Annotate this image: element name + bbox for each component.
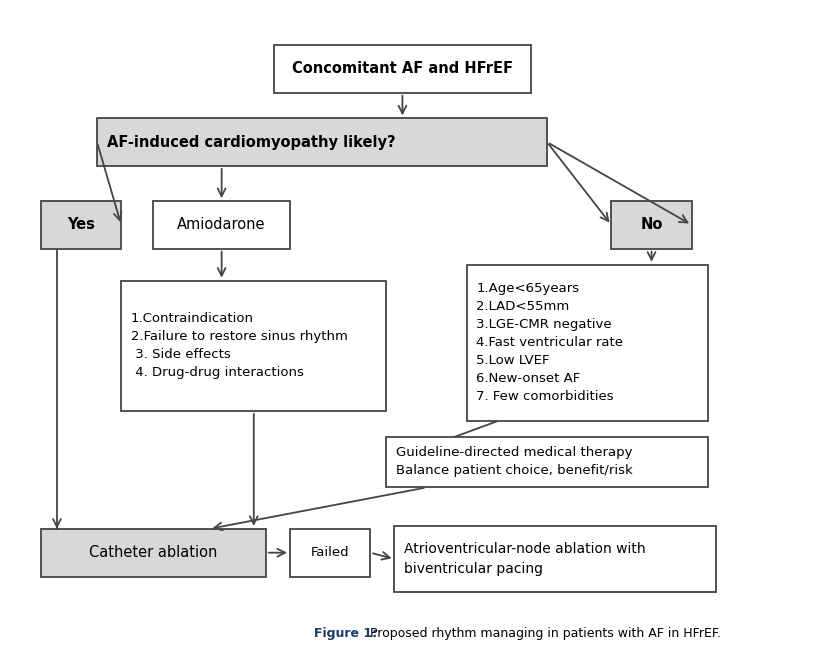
Text: 1.Age<65years
2.LAD<55mm
3.LGE-CMR negative
4.Fast ventricular rate
5.Low LVEF
6: 1.Age<65years 2.LAD<55mm 3.LGE-CMR negat… [476, 282, 623, 403]
FancyBboxPatch shape [386, 436, 707, 487]
FancyBboxPatch shape [41, 201, 121, 249]
FancyBboxPatch shape [610, 201, 691, 249]
FancyBboxPatch shape [121, 280, 386, 411]
FancyBboxPatch shape [273, 45, 530, 93]
FancyBboxPatch shape [97, 118, 547, 166]
FancyBboxPatch shape [289, 529, 370, 577]
Text: Amiodarone: Amiodarone [177, 217, 266, 233]
FancyBboxPatch shape [153, 201, 289, 249]
FancyBboxPatch shape [41, 529, 266, 577]
Text: Catheter ablation: Catheter ablation [89, 545, 217, 560]
Text: Concomitant AF and HFrEF: Concomitant AF and HFrEF [292, 62, 512, 76]
FancyBboxPatch shape [466, 265, 707, 420]
Text: No: No [640, 217, 662, 233]
Text: Failed: Failed [310, 546, 349, 559]
Text: Figure 1:: Figure 1: [314, 627, 377, 640]
Text: AF-induced cardiomyopathy likely?: AF-induced cardiomyopathy likely? [107, 135, 395, 150]
Text: Guideline-directed medical therapy
Balance patient choice, benefit/risk: Guideline-directed medical therapy Balan… [395, 446, 632, 477]
Text: Yes: Yes [67, 217, 94, 233]
Text: Proposed rhythm managing in patients with AF in HFrEF.: Proposed rhythm managing in patients wit… [366, 627, 721, 640]
FancyBboxPatch shape [394, 526, 715, 593]
Text: 1.Contraindication
2.Failure to restore sinus rhythm
 3. Side effects
 4. Drug-d: 1.Contraindication 2.Failure to restore … [130, 312, 347, 379]
Text: Atrioventricular-node ablation with
biventricular pacing: Atrioventricular-node ablation with bive… [404, 542, 645, 575]
